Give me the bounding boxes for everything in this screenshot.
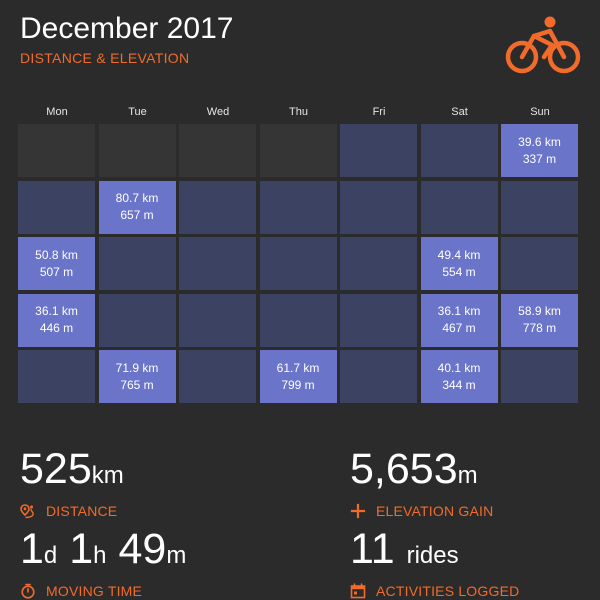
rest-day-cell	[179, 293, 256, 347]
blank-day-cell	[259, 124, 337, 177]
distance-unit: km	[91, 462, 124, 489]
ride-day-cell: 49.4 km 554 m	[420, 237, 498, 290]
stopwatch-icon	[21, 583, 35, 599]
ride-day-cell: 58.9 km 778 m	[501, 293, 578, 347]
route-pin-icon	[20, 504, 34, 519]
page-subtitle: DISTANCE & ELEVATION	[20, 50, 190, 66]
rest-day-cell	[179, 350, 256, 403]
rest-day-cell	[98, 237, 176, 290]
rest-day-cell	[259, 180, 337, 234]
weekday-label: Fri	[372, 106, 386, 118]
ride-day-cell: 39.6 km 337 m	[501, 124, 578, 177]
cyclist-icon	[505, 16, 581, 74]
weekday-label: Sun	[530, 106, 550, 118]
moving-minutes: 49	[118, 525, 167, 573]
day-distance: 39.6 km	[518, 134, 561, 149]
blank-day-cell	[179, 124, 256, 177]
day-elevation: 799 m	[281, 377, 315, 392]
rest-day-cell	[259, 237, 337, 290]
day-distance: 61.7 km	[276, 360, 320, 375]
stat-distance-value: 525km	[20, 446, 124, 499]
moving-days: 1	[20, 525, 44, 573]
moving-time-label: MOVING TIME	[46, 583, 143, 599]
rest-day-cell	[501, 237, 578, 290]
weekday-label: Sat	[451, 106, 468, 118]
blank-day-cell	[98, 124, 176, 177]
day-distance: 36.1 km	[35, 304, 78, 318]
weekday-label: Mon	[46, 106, 68, 118]
ride-day-cell: 36.1 km 446 m	[18, 293, 95, 347]
rest-day-cell	[340, 350, 417, 403]
activities-unit: rides	[406, 542, 459, 569]
moving-minutes-unit: m	[166, 542, 187, 569]
rest-day-cell	[420, 124, 498, 177]
stat-moving-time: 1d 1h 49m MOVING TIME	[20, 526, 186, 599]
stat-elevation-value: 5,653m	[350, 446, 493, 499]
distance-number: 525	[20, 445, 92, 493]
moving-hours: 1	[69, 525, 94, 573]
rest-day-cell	[420, 180, 498, 234]
day-elevation: 467 m	[442, 321, 476, 335]
distance-label: DISTANCE	[46, 503, 118, 519]
rest-day-cell	[501, 180, 578, 234]
day-distance: 40.1 km	[437, 360, 481, 375]
plus-icon	[350, 503, 366, 519]
rest-day-cell	[179, 180, 256, 234]
activities-number: 11	[350, 525, 395, 573]
stat-activities: 11 rides ACTIVITIES LOGGED	[350, 526, 519, 599]
day-elevation: 344 m	[442, 377, 476, 392]
weekday-label: Tue	[128, 106, 147, 118]
stat-elevation: 5,653m ELEVATION GAIN	[350, 446, 493, 519]
ride-day-cell: 61.7 km 799 m	[259, 350, 337, 403]
day-elevation: 778 m	[522, 321, 557, 335]
page-title: December 2017	[20, 12, 234, 45]
day-distance: 36.1 km	[437, 304, 481, 318]
day-elevation: 446 m	[39, 321, 74, 335]
rest-day-cell	[340, 293, 417, 347]
elevation-number: 5,653	[350, 445, 458, 493]
moving-days-unit: d	[43, 542, 58, 569]
day-elevation: 337 m	[522, 151, 557, 166]
rest-day-cell	[340, 237, 417, 290]
ride-day-cell: 40.1 km 344 m	[420, 350, 498, 403]
ride-day-cell: 36.1 km 467 m	[420, 293, 498, 347]
calendar-grid: 39.6 km 337 m 80.7 km 657 m 50.8 km 507 m 49.4…	[18, 124, 582, 406]
rest-day-cell	[340, 124, 417, 177]
day-elevation: 657 m	[120, 208, 154, 222]
weekday-header: Mon Tue Wed Thu Fri Sat Sun	[18, 106, 582, 120]
moving-hours-unit: h	[93, 542, 107, 569]
weekday-label: Thu	[289, 106, 308, 118]
rest-day-cell	[98, 293, 176, 347]
stat-moving-time-value: 1d 1h 49m	[20, 526, 186, 579]
ride-day-cell: 71.9 km 765 m	[98, 350, 176, 403]
ride-day-cell: 80.7 km 657 m	[98, 180, 176, 234]
rest-day-cell	[179, 237, 256, 290]
calendar-icon	[350, 583, 366, 599]
elevation-unit: m	[457, 462, 478, 489]
weekday-label: Wed	[206, 106, 230, 118]
day-distance: 58.9 km	[518, 304, 561, 318]
rest-day-cell	[259, 293, 337, 347]
rest-day-cell	[501, 350, 578, 403]
day-elevation: 507 m	[39, 264, 74, 279]
ride-day-cell: 50.8 km 507 m	[18, 237, 95, 290]
stat-distance: 525km DISTANCE	[20, 446, 124, 519]
rest-day-cell	[340, 180, 417, 234]
rest-day-cell	[18, 350, 95, 403]
day-distance: 49.4 km	[437, 247, 481, 262]
elevation-label: ELEVATION GAIN	[376, 503, 494, 519]
activities-label: ACTIVITIES LOGGED	[376, 583, 520, 599]
day-elevation: 765 m	[120, 377, 154, 392]
day-distance: 80.7 km	[115, 191, 159, 205]
blank-day-cell	[18, 124, 95, 177]
day-distance: 50.8 km	[35, 247, 78, 262]
stat-activities-value: 11 rides	[350, 526, 519, 579]
rest-day-cell	[18, 180, 95, 234]
day-elevation: 554 m	[442, 264, 476, 279]
day-distance: 71.9 km	[115, 360, 159, 375]
